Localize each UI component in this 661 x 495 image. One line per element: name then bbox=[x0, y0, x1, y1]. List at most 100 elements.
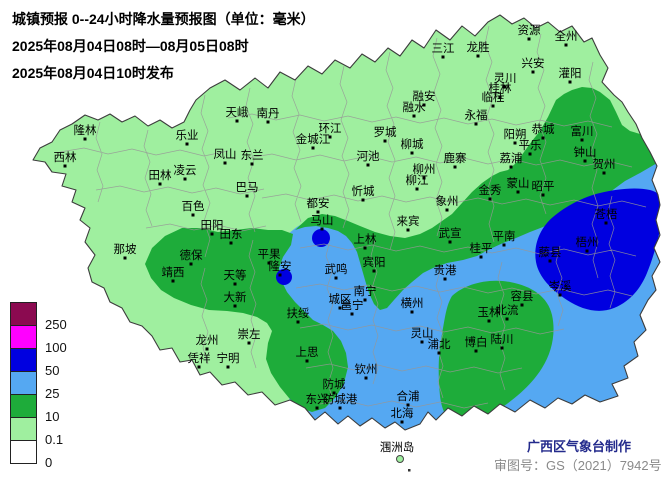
city-label: 田林 bbox=[149, 168, 172, 182]
city-marker: 乐业 bbox=[176, 129, 199, 146]
city-marker: 平南 bbox=[493, 229, 516, 247]
city-dot bbox=[564, 43, 568, 47]
city-dot bbox=[491, 104, 495, 108]
city-label: 那坡 bbox=[114, 243, 137, 256]
city-dot bbox=[422, 103, 426, 107]
city-dot bbox=[453, 165, 457, 169]
legend-swatch bbox=[10, 325, 37, 349]
city-dot bbox=[183, 177, 187, 181]
city-marker: 巴马 bbox=[236, 181, 259, 198]
city-label: 宁明 bbox=[217, 351, 240, 365]
city-dot bbox=[233, 282, 237, 286]
city-label: 桂平 bbox=[470, 241, 493, 255]
city-label: 凤山 bbox=[214, 148, 237, 161]
city-marker: 桂平 bbox=[470, 241, 493, 259]
city-label: 钟山 bbox=[574, 145, 597, 159]
city-dot bbox=[338, 306, 342, 310]
city-label: 全州 bbox=[555, 29, 578, 43]
city-label: 柳江 bbox=[406, 173, 429, 187]
city-label: 来宾 bbox=[397, 214, 420, 228]
city-marker: 天等 bbox=[224, 268, 247, 286]
city-dot bbox=[185, 142, 189, 146]
city-dot bbox=[296, 320, 300, 324]
city-dot bbox=[474, 349, 478, 353]
city-dot bbox=[498, 95, 502, 99]
city-label: 三江 bbox=[432, 42, 455, 55]
city-label: 崇左 bbox=[238, 327, 261, 341]
city-marker: 田阳 bbox=[201, 219, 224, 236]
city-label: 兴安 bbox=[522, 56, 545, 70]
city-marker: 钦州 bbox=[355, 363, 378, 380]
legend-value-label: 0 bbox=[45, 455, 53, 470]
city-marker: 永福 bbox=[465, 108, 488, 126]
city-marker: 平乐 bbox=[519, 139, 542, 156]
city-marker: 都安 bbox=[307, 196, 330, 214]
city-label: 富川 bbox=[571, 124, 594, 138]
city-marker: 资源 bbox=[518, 23, 541, 41]
city-label: 象州 bbox=[436, 195, 459, 208]
legend-value-label: 100 bbox=[45, 340, 67, 355]
city-dot bbox=[541, 136, 545, 140]
city-marker: 隆安 bbox=[269, 259, 292, 277]
city-marker: 德保 bbox=[180, 248, 203, 266]
city-label: 龙胜 bbox=[467, 40, 490, 54]
city-label: 大新 bbox=[224, 290, 247, 304]
city-label: 城区 bbox=[329, 293, 352, 306]
city-marker: 田东 bbox=[220, 228, 243, 245]
city-marker: 武鸣 bbox=[325, 262, 348, 280]
city-label: 罗城 bbox=[374, 126, 397, 139]
city-label: 上林 bbox=[354, 232, 377, 246]
city-label: 灌阳 bbox=[559, 67, 582, 80]
city-marker: 钟山 bbox=[574, 145, 597, 163]
city-label: 环江 bbox=[319, 122, 342, 135]
city-label: 融水 bbox=[403, 101, 426, 114]
valid-period: 2025年08月04日08时—08月05日08时 bbox=[12, 38, 249, 54]
city-marker: 横州 bbox=[401, 296, 424, 314]
city-dot bbox=[320, 227, 324, 231]
city-dot bbox=[445, 208, 449, 212]
city-marker: 宁明 bbox=[217, 351, 240, 369]
city-dot bbox=[503, 85, 507, 89]
city-label: 凭祥 bbox=[188, 351, 211, 365]
city-marker: 凤山 bbox=[214, 148, 237, 165]
city-marker: 灵山 bbox=[411, 327, 434, 344]
city-marker: 凭祥 bbox=[188, 351, 211, 369]
city-label: 蒙山 bbox=[507, 177, 530, 190]
city-label: 巴马 bbox=[236, 181, 259, 194]
city-dot bbox=[250, 162, 254, 166]
city-dot bbox=[83, 137, 87, 141]
map-license-number: 审图号：GS（2021）7942号 bbox=[494, 458, 661, 473]
city-marker: 防城 bbox=[323, 377, 346, 395]
county-boundaries bbox=[59, 25, 647, 409]
legend-value-label: 250 bbox=[45, 317, 67, 332]
city-label: 武鸣 bbox=[325, 262, 348, 276]
city-dot bbox=[422, 176, 426, 180]
city-label: 上思 bbox=[296, 346, 319, 359]
city-marker: 武宣 bbox=[439, 226, 462, 244]
city-dot bbox=[487, 319, 491, 323]
city-marker: 藤县 bbox=[539, 246, 562, 263]
city-dot bbox=[189, 262, 193, 266]
city-dot bbox=[412, 114, 416, 118]
city-dot bbox=[233, 304, 237, 308]
city-dot bbox=[406, 228, 410, 232]
city-label: 北流 bbox=[496, 303, 519, 317]
city-dot bbox=[191, 213, 195, 217]
zone-10-25mm-band bbox=[295, 87, 660, 310]
map-title: 城镇预报 0--24小时降水量预报图（单位：毫米） bbox=[12, 11, 315, 27]
city-dot bbox=[229, 241, 233, 245]
city-label: 昭平 bbox=[532, 180, 555, 193]
city-marker: 三江 bbox=[432, 42, 455, 59]
city-label: 金秀 bbox=[479, 183, 502, 197]
city-dot bbox=[267, 261, 271, 265]
province-outline bbox=[32, 14, 661, 431]
city-dot bbox=[361, 198, 365, 202]
city-marker: 柳州 bbox=[413, 162, 436, 180]
city-dot bbox=[316, 210, 320, 214]
city-label: 防城港 bbox=[323, 392, 358, 406]
city-dot bbox=[311, 146, 315, 150]
city-marker: 兴安 bbox=[522, 56, 545, 74]
city-marker: 灵川 bbox=[494, 72, 517, 89]
